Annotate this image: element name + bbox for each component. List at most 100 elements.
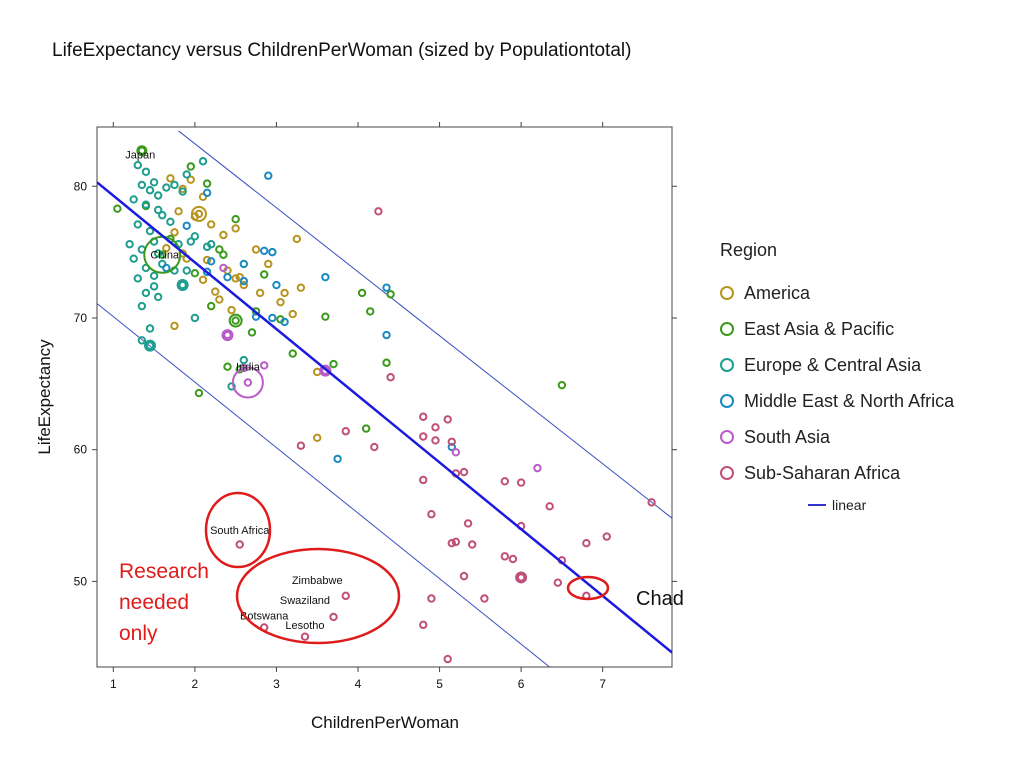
data-point	[251, 245, 261, 254]
x-tick-label: 7	[599, 677, 606, 691]
data-point	[190, 268, 200, 278]
legend-item-linear: linear	[808, 491, 954, 519]
data-point-large	[231, 366, 264, 399]
x-tick-label: 5	[436, 677, 443, 691]
data-point	[288, 309, 297, 319]
data-point	[447, 538, 456, 548]
data-point	[133, 274, 142, 283]
annotation-circles	[204, 491, 610, 645]
data-point	[357, 288, 367, 298]
data-point-large	[190, 205, 207, 222]
data-point	[158, 250, 167, 259]
x-axis-title: ChildrenPerWoman	[311, 713, 459, 732]
data-point	[145, 226, 155, 236]
x-tick-label: 4	[355, 677, 362, 691]
data-point	[227, 305, 236, 315]
data-point	[451, 537, 461, 547]
data-point	[447, 437, 456, 446]
legend-label: America	[744, 282, 811, 303]
data-point-large	[136, 145, 148, 157]
data-point	[443, 654, 452, 664]
data-point	[280, 317, 289, 327]
y-tick-label: 80	[74, 179, 88, 193]
data-point	[382, 330, 391, 340]
data-point	[141, 167, 151, 176]
data-point	[268, 247, 277, 257]
data-point	[206, 301, 216, 311]
data-point	[194, 388, 204, 398]
legend-label: South Asia	[744, 426, 831, 447]
data-point	[162, 183, 171, 192]
data-point	[215, 295, 224, 304]
south-africa-circle	[204, 491, 272, 569]
data-point	[467, 540, 477, 549]
legend-item: East Asia & Pacific	[720, 311, 954, 347]
data-point	[451, 448, 461, 457]
legend-swatch-icon	[720, 394, 734, 408]
southern-africa-circle	[235, 547, 401, 645]
data-point	[178, 187, 187, 196]
data-point	[321, 312, 330, 321]
data-point	[158, 211, 167, 220]
data-point	[386, 290, 395, 299]
data-point	[288, 349, 297, 358]
x-axis: 1 2 3 4 5 6 7	[110, 122, 606, 691]
data-point	[166, 174, 175, 183]
data-point	[341, 427, 350, 436]
data-point	[141, 288, 151, 298]
data-point	[153, 249, 163, 258]
data-point	[259, 361, 269, 370]
legend-swatch-icon	[720, 358, 734, 372]
point-label: India	[236, 362, 261, 374]
data-point	[268, 313, 277, 323]
data-point	[251, 307, 261, 316]
data-point	[463, 519, 473, 528]
data-point	[162, 243, 171, 253]
data-point	[647, 498, 656, 507]
data-point	[186, 162, 195, 171]
data-point	[382, 283, 391, 292]
data-point	[202, 267, 212, 277]
data-point	[296, 283, 306, 292]
data-point	[447, 442, 456, 452]
data-point	[431, 423, 440, 432]
data-point	[137, 336, 147, 345]
plot-frame	[96, 126, 673, 668]
legend-title: Region	[720, 240, 778, 260]
data-point-large	[144, 339, 157, 352]
data-point	[149, 271, 159, 281]
data-point	[223, 272, 232, 282]
data-point	[190, 313, 200, 323]
data-point	[153, 205, 163, 215]
data-point	[239, 355, 249, 365]
prediction-band-lower	[97, 303, 551, 667]
point-labels: Japan China India South Africa Zimbabwe Swazi…	[125, 150, 342, 632]
data-point	[219, 230, 228, 240]
data-point	[170, 228, 179, 237]
data-point	[202, 179, 212, 188]
data-point	[553, 578, 563, 587]
legend-item: America	[720, 275, 954, 311]
data-point	[239, 259, 249, 269]
data-point	[427, 594, 436, 603]
data-point	[182, 221, 191, 230]
legend-label: Middle East & North Africa	[744, 390, 955, 411]
data-point	[227, 382, 236, 391]
chad-label: Chad	[636, 588, 684, 610]
data-point	[219, 250, 228, 259]
data-point	[480, 594, 489, 603]
data-point	[276, 297, 285, 307]
prediction-band	[97, 130, 672, 667]
data-point	[239, 276, 249, 286]
data-point	[557, 380, 567, 390]
legend-swatch-icon	[720, 430, 734, 444]
legend-swatch-icon	[720, 322, 734, 336]
legend-label: Europe & Central Asia	[744, 354, 922, 375]
point-label: Swaziland	[280, 595, 330, 607]
legend-item: South Asia	[720, 419, 954, 455]
data-point	[500, 477, 510, 486]
data-point	[235, 540, 244, 549]
y-tick-label: 70	[74, 311, 88, 325]
data-point	[386, 373, 395, 382]
